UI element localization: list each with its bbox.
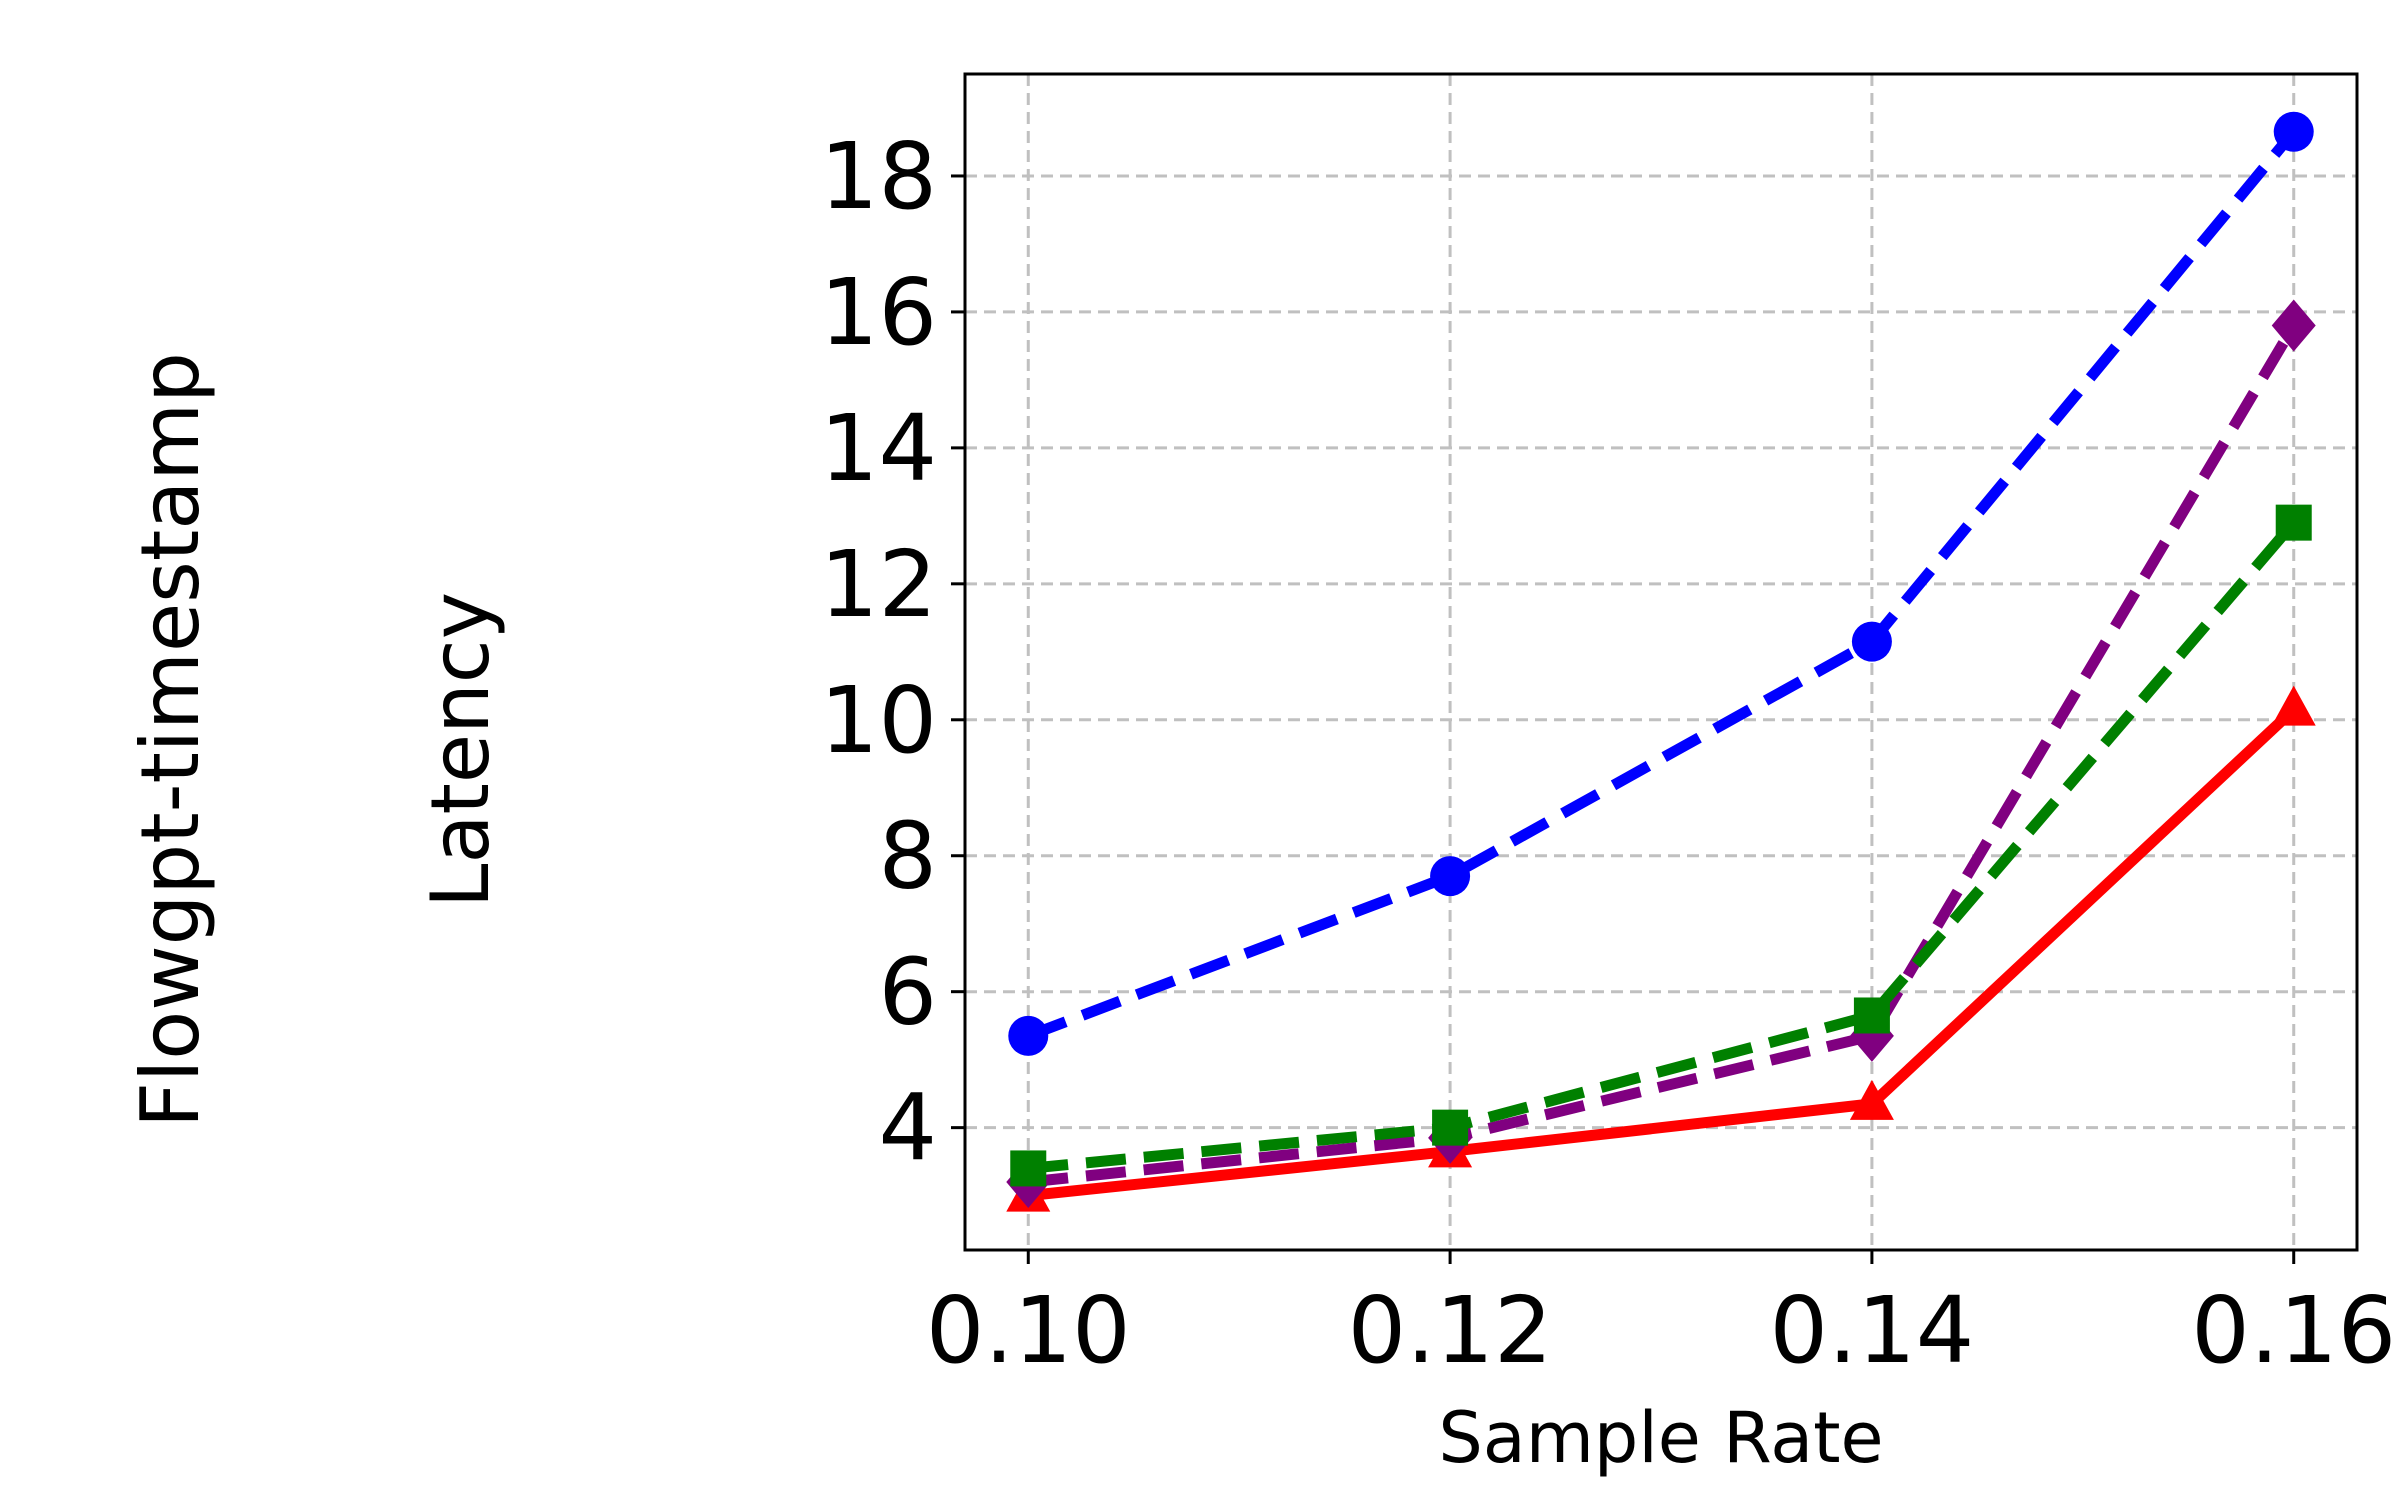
series-group [1026,128,2299,1202]
series-line [1027,705,2298,1202]
data-point [2275,504,2312,541]
y-tick-label: 14 [820,395,937,502]
data-point [1851,621,1892,662]
x-axis-label: Sample Rate [1438,1397,1883,1479]
plot-frame [963,72,2359,1252]
x-tick-label: 0.14 [1769,1277,1974,1384]
y-axis-label: Latency [414,592,507,908]
series-line [1027,519,2298,1174]
x-tick-label: 0.10 [926,1277,1131,1384]
row-label: Flowgpt-timestamp [124,352,217,1128]
y-tick-label: 4 [878,1075,937,1182]
y-tick-label: 8 [878,803,937,910]
x-tick-label: 0.12 [1348,1277,1553,1384]
data-point [2271,299,2316,352]
data-point [2271,685,2316,726]
series-line [1027,322,2299,1188]
x-tick-label: 0.16 [2191,1277,2396,1384]
data-point [1853,997,1890,1034]
markers-group [1006,111,2316,1212]
y-tick-label: 18 [820,123,937,230]
y-tick-label: 10 [820,667,937,774]
data-point [1008,1015,1049,1056]
ticks: 0.10 0.12 0.14 0.16 4 6 8 10 12 14 16 18 [820,123,2396,1384]
y-tick-label: 12 [820,531,937,638]
data-point [1849,1079,1894,1120]
y-tick-label: 16 [820,259,937,366]
data-point [1432,1109,1469,1146]
y-tick-label: 6 [878,939,937,1046]
data-point [1430,856,1471,897]
data-point [2273,111,2314,152]
grid [965,74,2357,1250]
data-point [1010,1150,1047,1187]
